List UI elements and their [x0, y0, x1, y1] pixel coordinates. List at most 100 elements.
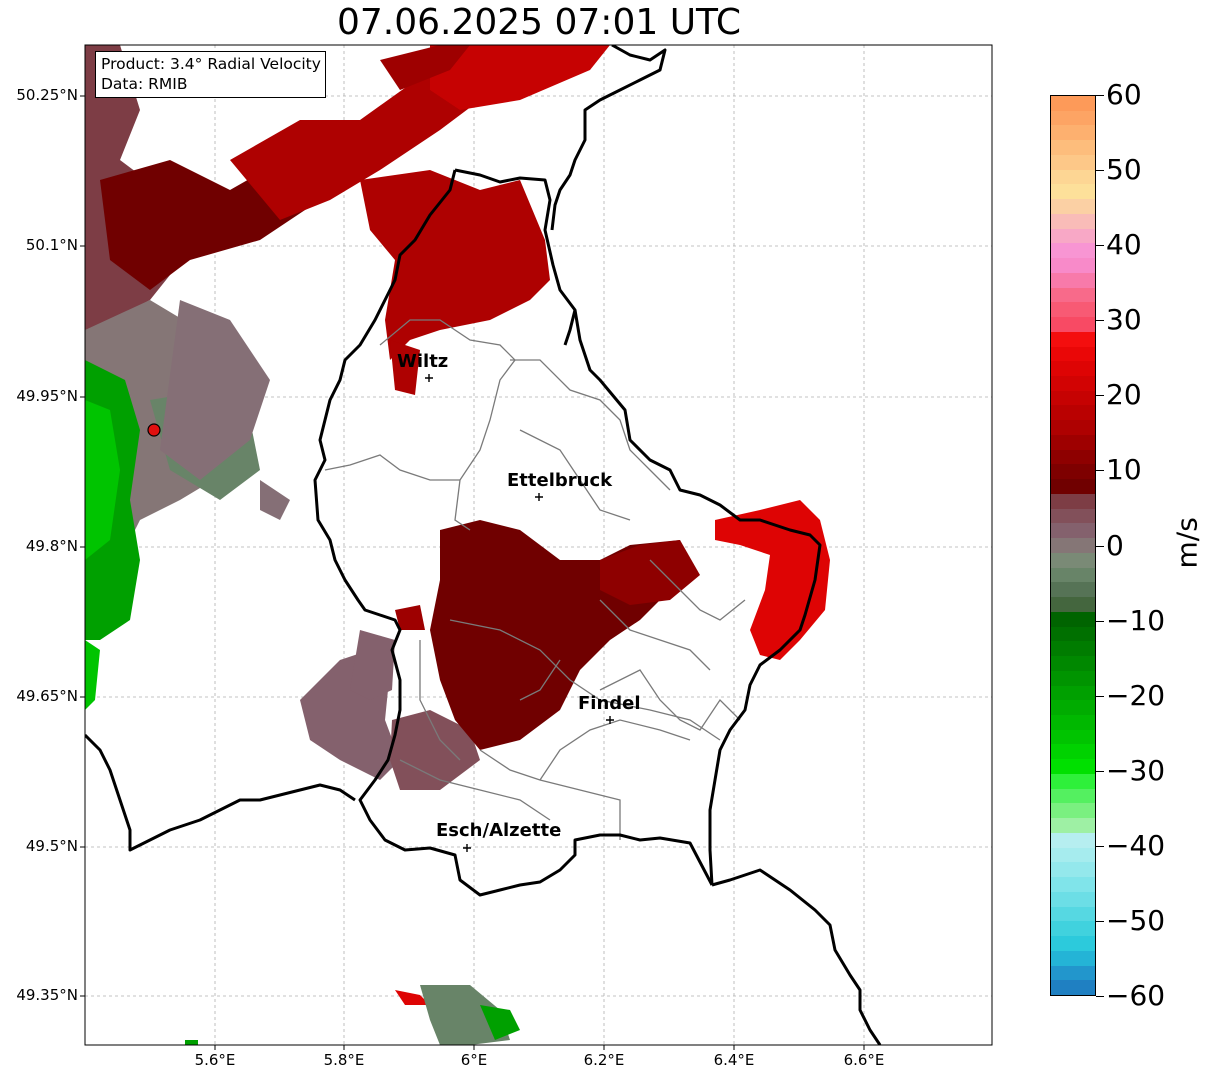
map-title: 07.06.2025 07:01 UTC: [336, 2, 742, 43]
colorbar-tick-label: 50: [1106, 153, 1142, 186]
radar-site-marker: [147, 423, 161, 437]
colorbar-band: [1051, 434, 1095, 451]
lat-label: 49.35°N: [16, 986, 78, 1004]
colorbar-tick: [1096, 621, 1104, 622]
colorbar-band: [1051, 788, 1095, 804]
colorbar-band: [1051, 729, 1095, 746]
colorbar-band: [1051, 213, 1095, 230]
colorbar-band: [1051, 125, 1095, 141]
colorbar-band: [1051, 626, 1095, 642]
colorbar-tick-label: 20: [1106, 378, 1142, 411]
colorbar-band: [1051, 700, 1095, 716]
commune-boundaries: [324, 319, 746, 840]
axis-ticks: [80, 95, 865, 1050]
colorbar-band: [1051, 567, 1095, 583]
map-frame: [84, 44, 993, 1046]
city-marker-esch: [463, 844, 471, 852]
colorbar-band: [1051, 597, 1095, 613]
colorbar-band: [1051, 582, 1095, 598]
colorbar-band: [1051, 317, 1095, 333]
colorbar-band: [1051, 287, 1095, 303]
colorbar-tick: [1096, 696, 1104, 697]
colorbar-band: [1051, 302, 1095, 318]
colorbar-band: [1051, 449, 1095, 466]
colorbar-band: [1051, 96, 1095, 112]
colorbar-tick-label: −40: [1106, 829, 1166, 862]
product-info-box: Product: 3.4° Radial Velocity Data: RMIB: [95, 51, 326, 98]
colorbar-tick: [1096, 996, 1104, 997]
colorbar-band: [1051, 154, 1095, 171]
colorbar-band: [1051, 803, 1095, 819]
data-source-label: Data: RMIB: [101, 75, 188, 93]
colorbar: [1050, 95, 1096, 996]
colorbar-band: [1051, 390, 1095, 407]
city-marker-ettelbruck: [535, 493, 543, 501]
colorbar-band: [1051, 243, 1095, 259]
city-marker-findel: [606, 716, 614, 724]
colorbar-band: [1051, 980, 1095, 995]
lat-label: 49.5°N: [25, 837, 78, 855]
lon-label: 6.6°E: [843, 1051, 885, 1069]
city-label-wiltz: Wiltz: [397, 351, 449, 372]
colorbar-tick: [1096, 846, 1104, 847]
colorbar-unit-text: m/s: [1170, 517, 1204, 569]
colorbar-band: [1051, 184, 1095, 200]
colorbar-band: [1051, 656, 1095, 672]
lon-label: 6.4°E: [713, 1051, 755, 1069]
colorbar-band: [1051, 936, 1095, 952]
colorbar-tick-label: −30: [1106, 754, 1166, 787]
colorbar-band: [1051, 258, 1095, 274]
lat-label: 50.1°N: [25, 236, 78, 254]
colorbar-band: [1051, 714, 1095, 731]
colorbar-tick-label: 30: [1106, 303, 1142, 336]
colorbar-tick-label: 40: [1106, 228, 1142, 261]
city-marker-wiltz: [425, 374, 433, 382]
colorbar-band: [1051, 331, 1095, 348]
colorbar-tick-label: −50: [1106, 904, 1166, 937]
colorbar-band: [1051, 361, 1095, 377]
colorbar-band: [1051, 847, 1095, 863]
colorbar-tick: [1096, 470, 1104, 471]
colorbar-band: [1051, 906, 1095, 922]
colorbar-tick-label: −10: [1106, 604, 1166, 637]
city-label-ettelbruck: Ettelbruck: [507, 470, 613, 491]
city-label-esch-alzette: Esch/Alzette: [436, 820, 562, 841]
colorbar-band: [1051, 950, 1095, 967]
colorbar-band: [1051, 376, 1095, 392]
colorbar-tick: [1096, 771, 1104, 772]
colorbar-band: [1051, 346, 1095, 362]
lon-label: 6.2°E: [583, 1051, 625, 1069]
colorbar-tick: [1096, 395, 1104, 396]
colorbar-band: [1051, 479, 1095, 495]
colorbar-tick-label: −60: [1106, 979, 1166, 1012]
colorbar-band: [1051, 921, 1095, 937]
colorbar-band: [1051, 832, 1095, 849]
colorbar-band: [1051, 493, 1095, 510]
colorbar-band: [1051, 405, 1095, 421]
city-markers: [425, 374, 614, 852]
colorbar-band: [1051, 538, 1095, 554]
radar-echo-west: [85, 45, 610, 790]
colorbar-band: [1051, 552, 1095, 569]
colorbar-band: [1051, 169, 1095, 186]
colorbar-band: [1051, 140, 1095, 156]
colorbar-tick-label: 0: [1106, 529, 1124, 562]
product-label: Product: 3.4° Radial Velocity: [101, 55, 321, 73]
colorbar-band: [1051, 965, 1095, 981]
colorbar-band: [1051, 228, 1095, 244]
lat-label: 49.95°N: [16, 387, 78, 405]
colorbar-tick: [1096, 95, 1104, 96]
lon-label: 6°E: [460, 1051, 488, 1069]
colorbar-band: [1051, 773, 1095, 790]
colorbar-band: [1051, 611, 1095, 628]
colorbar-tick: [1096, 546, 1104, 547]
colorbar-tick: [1096, 320, 1104, 321]
colorbar-band: [1051, 877, 1095, 893]
colorbar-tick-label: 60: [1106, 78, 1142, 111]
colorbar-tick: [1096, 245, 1104, 246]
colorbar-band: [1051, 523, 1095, 539]
colorbar-band: [1051, 110, 1095, 127]
colorbar-band: [1051, 272, 1095, 289]
lat-label: 49.8°N: [25, 537, 78, 555]
colorbar-band: [1051, 685, 1095, 701]
